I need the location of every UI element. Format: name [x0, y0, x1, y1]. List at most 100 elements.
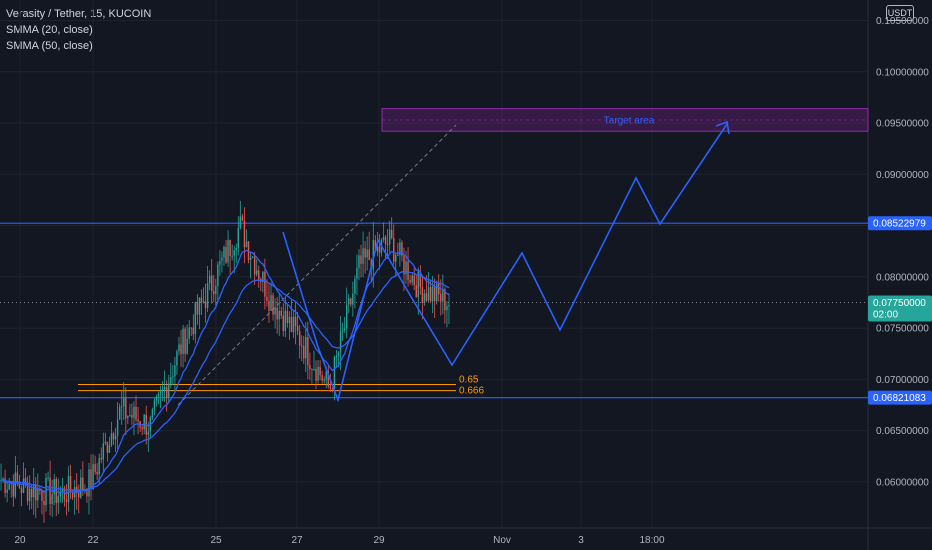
candle-body — [305, 337, 307, 359]
candle-body — [440, 294, 442, 302]
candle-body — [194, 302, 197, 335]
candle-body — [237, 227, 240, 248]
candle-body — [362, 248, 364, 264]
candle-body — [417, 271, 420, 298]
candle-body — [123, 397, 125, 407]
candle-body — [43, 500, 45, 506]
candle-body — [405, 261, 407, 275]
candle-body — [384, 237, 387, 245]
candle-body — [321, 375, 323, 381]
candle-body — [348, 298, 350, 305]
candle-body — [215, 285, 217, 295]
candle-body — [258, 270, 260, 280]
candle-body — [364, 248, 366, 258]
candle-body — [290, 316, 293, 333]
candle-body — [223, 247, 225, 258]
x-tick-label: 27 — [291, 535, 303, 546]
candle-body — [104, 441, 107, 444]
candle-body — [180, 344, 182, 355]
x-tick-label: 22 — [87, 535, 99, 546]
legend-symbol[interactable]: Verasity / Tether, 15, KUCOIN — [6, 8, 152, 20]
candle-body — [200, 297, 203, 303]
candle-body — [266, 296, 268, 301]
candle-body — [345, 304, 348, 329]
candle-body — [239, 216, 242, 228]
pattern-zigzag-drawing[interactable] — [282, 123, 728, 403]
candle-body — [413, 275, 415, 286]
candle-body — [227, 239, 229, 263]
candle-body — [415, 285, 417, 298]
candle-body — [325, 371, 327, 380]
candle-body — [251, 256, 254, 258]
candle-body — [86, 488, 88, 497]
candle-body — [6, 489, 8, 493]
candle-body — [425, 293, 428, 301]
candle-body — [393, 237, 395, 262]
candle-body — [147, 431, 150, 435]
currency-badge[interactable]: USDT — [886, 5, 914, 21]
candle-body — [151, 409, 154, 418]
candle-body — [243, 220, 246, 248]
candle-body — [331, 388, 334, 390]
candle-body — [354, 278, 356, 294]
candle-body — [0, 480, 2, 482]
y-tick-label: 0.06000000 — [876, 477, 929, 488]
candle-body — [421, 287, 424, 304]
support-price-badge: 0.06821083 — [868, 390, 932, 405]
candle-body — [204, 301, 207, 308]
candle-body — [176, 351, 178, 366]
candle-body — [438, 283, 440, 295]
y-tick-label: 0.06500000 — [876, 426, 929, 437]
candle-body — [155, 396, 158, 401]
candle-body — [186, 338, 188, 354]
candle-body — [245, 241, 248, 248]
candle-body — [282, 315, 285, 331]
candle-body — [352, 293, 354, 305]
candle-body — [407, 261, 409, 281]
candle-body — [16, 472, 19, 483]
candle-body — [241, 216, 244, 221]
candle-body — [327, 371, 330, 387]
candle-body — [165, 386, 168, 398]
candle-body — [190, 327, 192, 329]
candle-body — [35, 484, 37, 501]
candle-body — [141, 427, 143, 430]
candle-body — [339, 331, 342, 353]
candle-body — [4, 478, 6, 493]
candle-body — [217, 264, 219, 286]
candle-body — [253, 256, 256, 275]
candle-body — [51, 494, 53, 505]
candle-body — [356, 267, 358, 279]
candle-body — [88, 469, 90, 497]
candle-body — [329, 386, 332, 389]
candle-body — [108, 445, 111, 453]
x-tick-label: 3 — [578, 535, 584, 546]
candle-body — [135, 406, 137, 420]
candle-body — [22, 478, 25, 493]
y-tick-label: 0.08000000 — [876, 272, 929, 283]
candle-body — [315, 368, 317, 381]
candle-body — [350, 298, 352, 305]
candle-body — [317, 366, 319, 381]
candle-body — [208, 275, 211, 284]
candle-body — [33, 484, 35, 498]
legend-smma-50[interactable]: SMMA (50, close) — [6, 40, 93, 52]
candle-body — [61, 488, 64, 493]
x-tick-label: 20 — [14, 535, 26, 546]
x-tick-label: 18:00 — [639, 535, 664, 546]
candle-body — [106, 441, 109, 453]
candle-body — [153, 400, 156, 410]
resistance-price-badge: 0.08522979 — [868, 216, 932, 231]
chart-legend: Verasity / Tether, 15, KUCOIN SMMA (20, … — [6, 6, 151, 54]
candle-body — [94, 464, 96, 472]
candle-body — [268, 300, 270, 311]
dashed-trend-line[interactable] — [177, 124, 457, 406]
candle-body — [368, 249, 370, 260]
candle-body — [298, 331, 301, 346]
candle-body — [431, 286, 434, 302]
candle-body — [255, 270, 258, 275]
legend-smma-20[interactable]: SMMA (20, close) — [6, 24, 93, 36]
candle-body — [296, 326, 299, 332]
candle-body — [90, 469, 92, 489]
